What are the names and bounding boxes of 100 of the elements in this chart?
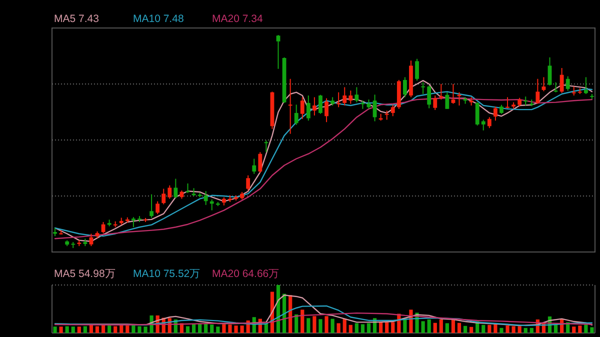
- bar: [204, 324, 208, 333]
- candlestick: [342, 86, 347, 106]
- bar: [354, 323, 358, 333]
- bar: [240, 326, 244, 333]
- candlestick: [174, 178, 178, 199]
- candlestick: [264, 140, 268, 153]
- candlestick: [204, 190, 208, 206]
- candlestick: [156, 200, 160, 215]
- bar: [385, 322, 389, 333]
- bar: [71, 326, 75, 333]
- text: MA5 54.98万: [54, 268, 116, 280]
- candlestick: [168, 184, 172, 200]
- bar: [192, 324, 196, 333]
- bar: [584, 324, 588, 333]
- candlestick: [312, 96, 316, 116]
- candlestick: [354, 86, 359, 103]
- candlestick: [348, 90, 353, 104]
- candlestick: [306, 94, 310, 122]
- bar: [198, 324, 202, 333]
- candlestick: [548, 56, 552, 86]
- bar: [95, 326, 100, 333]
- bar: [457, 322, 462, 333]
- candlestick: [402, 76, 407, 98]
- bar: [506, 326, 510, 333]
- bar: [126, 326, 130, 333]
- bar: [83, 326, 87, 333]
- text: MA10 75.52万: [133, 268, 201, 280]
- bar: [488, 324, 492, 333]
- bar: [318, 319, 322, 333]
- bar: [348, 324, 352, 333]
- bar: [108, 326, 112, 333]
- candlestick: [258, 152, 262, 174]
- candlestick: [246, 174, 250, 191]
- bar: [144, 326, 148, 333]
- bar: [524, 328, 528, 333]
- candlestick: [584, 76, 588, 94]
- candlestick: [421, 82, 426, 94]
- bar: [512, 326, 516, 333]
- bar: [391, 322, 395, 333]
- bar: [445, 323, 449, 333]
- candlestick: [415, 58, 419, 82]
- bar: [312, 316, 316, 333]
- bar: [439, 319, 443, 333]
- bar: [427, 319, 431, 333]
- bar: [65, 326, 69, 333]
- candlestick: [288, 78, 292, 134]
- candlestick: [493, 106, 498, 122]
- bar: [77, 326, 81, 333]
- bar: [330, 318, 334, 333]
- candlestick: [560, 68, 564, 94]
- text: MA20 64.66万: [212, 268, 280, 280]
- candlestick: [384, 110, 389, 120]
- candlestick: [481, 119, 486, 131]
- candlestick: [433, 94, 438, 110]
- candlestick: [131, 216, 136, 228]
- bar: [590, 327, 594, 333]
- bar: [494, 324, 498, 333]
- bar: [186, 326, 190, 333]
- bar: [342, 318, 346, 333]
- candlestick: [542, 76, 546, 92]
- candlestick: [506, 96, 510, 109]
- candlestick: [427, 84, 432, 109]
- bar: [234, 326, 238, 333]
- bar: [222, 324, 226, 333]
- bar: [59, 326, 63, 333]
- candlestick: [390, 104, 395, 117]
- bar: [433, 322, 437, 333]
- candlestick: [439, 83, 444, 100]
- bar: [421, 321, 425, 333]
- candlestick: [451, 83, 456, 104]
- candlestick: [324, 98, 328, 123]
- candlestick: [475, 102, 480, 126]
- bar: [324, 316, 328, 333]
- candlestick: [162, 188, 166, 205]
- bar: [482, 324, 486, 333]
- text: MA20 7.34: [212, 13, 263, 25]
- text: MA10 7.48: [133, 13, 184, 25]
- bar: [210, 324, 214, 333]
- bar: [360, 324, 365, 333]
- bar: [500, 328, 504, 333]
- bar: [300, 310, 304, 333]
- bar: [336, 323, 340, 333]
- candlestick: [150, 194, 154, 218]
- candlestick: [445, 92, 450, 110]
- bar: [403, 318, 407, 333]
- candlestick: [536, 78, 540, 104]
- bar: [132, 326, 136, 333]
- candlestick: [252, 158, 256, 174]
- bar: [530, 328, 534, 333]
- bar: [463, 326, 468, 333]
- candlestick: [318, 94, 322, 114]
- candlestick: [566, 76, 570, 92]
- bar: [216, 326, 220, 333]
- bar: [518, 326, 522, 333]
- text: MA5 7.43: [54, 13, 100, 25]
- bar: [306, 318, 310, 333]
- bar: [578, 326, 582, 333]
- bar: [114, 326, 118, 333]
- candlestick: [276, 34, 280, 70]
- candlestick: [294, 104, 298, 126]
